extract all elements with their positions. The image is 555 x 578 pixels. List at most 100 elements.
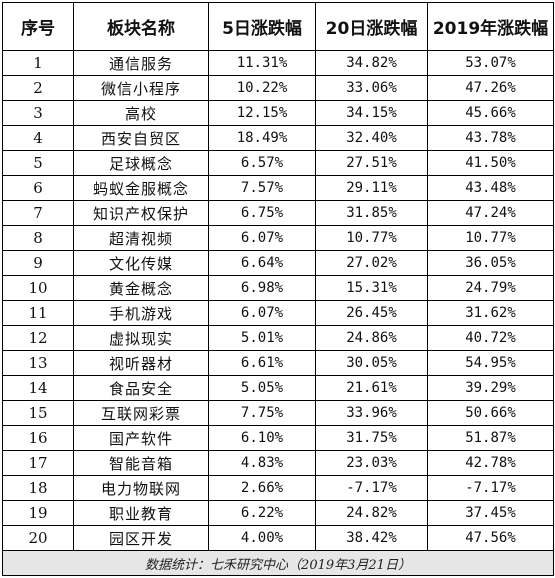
sector-name: 黄金概念 (73, 275, 209, 301)
table-header: 序号 板块名称 5日涨跌幅 20日涨跌幅 2019年涨跌幅 (2, 2, 554, 51)
header-index: 序号 (2, 2, 74, 51)
change-2019: 31.62% (427, 300, 554, 326)
change-2019: 37.45% (427, 500, 554, 526)
row-index: 16 (2, 425, 74, 451)
row-index: 3 (2, 100, 74, 126)
change-20day: 26.45% (315, 300, 428, 326)
row-index: 4 (2, 125, 74, 151)
table-row: 10 黄金概念 6.98% 15.31% 24.79% (2, 275, 554, 301)
row-index: 20 (2, 525, 74, 551)
table-row: 9 文化传媒 6.64% 27.02% 36.05% (2, 250, 554, 276)
footer-row: 数据统计：七禾研究中心（2019年3月21日） (2, 550, 554, 576)
row-index: 18 (2, 475, 74, 501)
table-footer: 数据统计：七禾研究中心（2019年3月21日） (2, 550, 554, 576)
header-sector-name: 板块名称 (73, 2, 209, 51)
change-20day: 38.42% (315, 525, 428, 551)
change-2019: 42.78% (427, 450, 554, 476)
sector-name: 职业教育 (73, 500, 209, 526)
table-row: 20 园区开发 4.00% 38.42% 47.56% (2, 525, 554, 551)
row-index: 17 (2, 450, 74, 476)
sector-name: 园区开发 (73, 525, 209, 551)
change-20day: 33.96% (315, 400, 428, 426)
sector-name: 智能音箱 (73, 450, 209, 476)
header-5day-change: 5日涨跌幅 (208, 2, 316, 51)
change-2019: 53.07% (427, 50, 554, 76)
sector-name: 视听器材 (73, 350, 209, 376)
change-20day: 10.77% (315, 225, 428, 251)
sector-name: 西安自贸区 (73, 125, 209, 151)
table-row: 3 高校 12.15% 34.15% 45.66% (2, 100, 554, 126)
change-20day: 34.82% (315, 50, 428, 76)
sector-name: 通信服务 (73, 50, 209, 76)
change-2019: 47.26% (427, 75, 554, 101)
table-row: 17 智能音箱 4.83% 23.03% 42.78% (2, 450, 554, 476)
change-5day: 6.98% (208, 275, 316, 301)
row-index: 8 (2, 225, 74, 251)
table-row: 6 蚂蚁金服概念 7.57% 29.11% 43.48% (2, 175, 554, 201)
change-5day: 11.31% (208, 50, 316, 76)
change-20day: 31.75% (315, 425, 428, 451)
row-index: 12 (2, 325, 74, 351)
change-2019: -7.17% (427, 475, 554, 501)
change-20day: 15.31% (315, 275, 428, 301)
table-row: 2 微信小程序 10.22% 33.06% 47.26% (2, 75, 554, 101)
change-5day: 6.07% (208, 300, 316, 326)
sector-name: 足球概念 (73, 150, 209, 176)
change-5day: 10.22% (208, 75, 316, 101)
table-row: 11 手机游戏 6.07% 26.45% 31.62% (2, 300, 554, 326)
change-2019: 51.87% (427, 425, 554, 451)
change-20day: 24.82% (315, 500, 428, 526)
row-index: 14 (2, 375, 74, 401)
row-index: 9 (2, 250, 74, 276)
table-row: 12 虚拟现实 5.01% 24.86% 40.72% (2, 325, 554, 351)
header-row: 序号 板块名称 5日涨跌幅 20日涨跌幅 2019年涨跌幅 (2, 2, 554, 51)
change-20day: 31.85% (315, 200, 428, 226)
row-index: 11 (2, 300, 74, 326)
change-5day: 4.83% (208, 450, 316, 476)
row-index: 15 (2, 400, 74, 426)
change-2019: 24.79% (427, 275, 554, 301)
sector-name: 食品安全 (73, 375, 209, 401)
change-20day: 24.86% (315, 325, 428, 351)
row-index: 19 (2, 500, 74, 526)
change-2019: 36.05% (427, 250, 554, 276)
row-index: 7 (2, 200, 74, 226)
table-body: 1 通信服务 11.31% 34.82% 53.07% 2 微信小程序 10.22% 33.06… (2, 50, 554, 551)
row-index: 6 (2, 175, 74, 201)
sector-name: 微信小程序 (73, 75, 209, 101)
sector-name: 手机游戏 (73, 300, 209, 326)
sector-name: 互联网彩票 (73, 400, 209, 426)
change-5day: 6.64% (208, 250, 316, 276)
row-index: 13 (2, 350, 74, 376)
table-row: 16 国产软件 6.10% 31.75% 51.87% (2, 425, 554, 451)
table-row: 1 通信服务 11.31% 34.82% 53.07% (2, 50, 554, 76)
row-index: 10 (2, 275, 74, 301)
change-5day: 5.05% (208, 375, 316, 401)
change-20day: 21.61% (315, 375, 428, 401)
sector-name: 高校 (73, 100, 209, 126)
change-2019: 47.24% (427, 200, 554, 226)
sector-name: 虚拟现实 (73, 325, 209, 351)
change-20day: 32.40% (315, 125, 428, 151)
table-row: 13 视听器材 6.61% 30.05% 54.95% (2, 350, 554, 376)
change-2019: 10.77% (427, 225, 554, 251)
change-5day: 6.07% (208, 225, 316, 251)
change-5day: 7.75% (208, 400, 316, 426)
change-5day: 6.10% (208, 425, 316, 451)
change-2019: 39.29% (427, 375, 554, 401)
change-20day: 27.02% (315, 250, 428, 276)
table-row: 8 超清视频 6.07% 10.77% 10.77% (2, 225, 554, 251)
change-5day: 12.15% (208, 100, 316, 126)
change-5day: 6.61% (208, 350, 316, 376)
sector-name: 蚂蚁金服概念 (73, 175, 209, 201)
change-20day: 34.15% (315, 100, 428, 126)
change-2019: 41.50% (427, 150, 554, 176)
table-row: 18 电力物联网 2.66% -7.17% -7.17% (2, 475, 554, 501)
change-2019: 43.78% (427, 125, 554, 151)
change-2019: 47.56% (427, 525, 554, 551)
table-row: 14 食品安全 5.05% 21.61% 39.29% (2, 375, 554, 401)
sector-name: 文化传媒 (73, 250, 209, 276)
table-row: 4 西安自贸区 18.49% 32.40% 43.78% (2, 125, 554, 151)
table-row: 7 知识产权保护 6.75% 31.85% 47.24% (2, 200, 554, 226)
